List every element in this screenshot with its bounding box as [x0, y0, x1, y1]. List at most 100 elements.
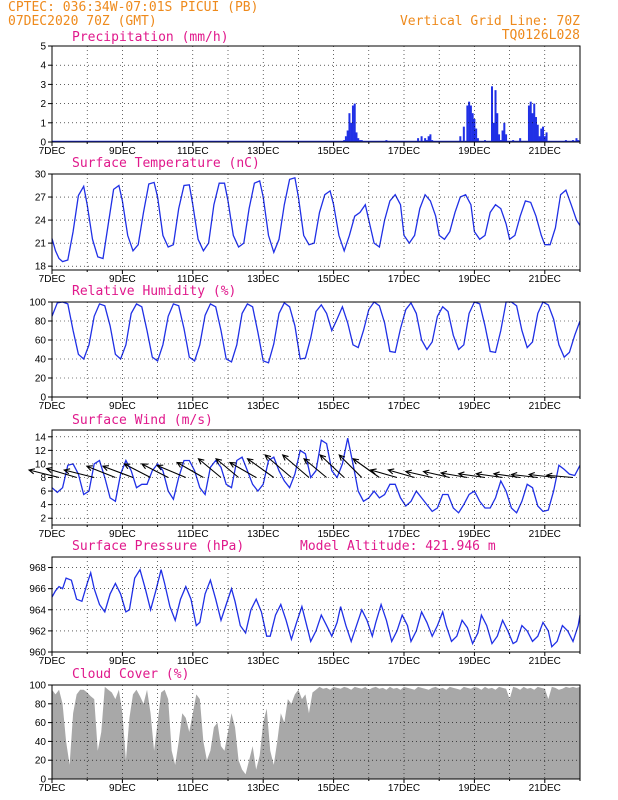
precip-bar — [357, 138, 360, 142]
precip-bar — [471, 113, 474, 142]
cloud-cover-area — [52, 686, 580, 779]
y-tick-label: 4 — [40, 61, 46, 72]
rh-series-line — [51, 301, 581, 364]
precip-bar — [420, 136, 423, 142]
precip-bar — [533, 103, 536, 142]
wind-arrow — [85, 465, 116, 479]
y-tick-label: 18 — [35, 262, 47, 273]
header-grid-note: Vertical Grid Line: 70Z — [400, 14, 580, 29]
x-tick-label: 13DEC — [247, 274, 279, 285]
wind-arrow — [281, 454, 310, 478]
y-tick-label: 100 — [29, 298, 46, 309]
y-tick-label: 968 — [29, 563, 46, 574]
precip-bar — [429, 134, 432, 142]
x-tick-label: 7DEC — [39, 783, 66, 794]
model-altitude-label: Model Altitude: 421.946 m — [300, 539, 496, 554]
cloud-cover-panel: Cloud Cover (%) 0 20 40 60 80 100 7DEC 9DEC 11DE… — [29, 667, 581, 794]
x-tick-label: 17DEC — [388, 529, 420, 540]
x-tick-label: 13DEC — [247, 146, 279, 157]
panel-frame — [51, 556, 581, 653]
x-tick-label: 11DEC — [177, 401, 209, 412]
precip-bar — [346, 130, 349, 142]
x-tick-label: 15DEC — [317, 146, 349, 157]
y-tick-label: 2 — [40, 99, 46, 110]
precip-bar — [519, 138, 522, 142]
x-tick-label: 9DEC — [109, 656, 136, 667]
precip-bar — [475, 128, 478, 142]
precipitation-title: Precipitation (mm/h) — [72, 30, 229, 45]
y-tick-label: 20 — [35, 756, 47, 767]
precip-bar — [424, 138, 427, 142]
x-tick-label: 15DEC — [317, 529, 349, 540]
y-tick-label: 4 — [40, 500, 46, 511]
x-tick-label: 19DEC — [458, 146, 490, 157]
x-tick-label: 21DEC — [529, 529, 561, 540]
y-tick-label: 80 — [35, 317, 47, 328]
precip-bar — [529, 101, 532, 142]
precip-bar — [427, 136, 430, 142]
x-tick-label: 11DEC — [177, 529, 209, 540]
wind-arrow — [303, 457, 327, 478]
precip-bar — [417, 138, 420, 142]
y-tick-label: 1 — [40, 118, 46, 129]
header-location: CPTEC: 036:34W-07:01S PICUI (PB) — [8, 0, 258, 15]
x-tick-label: 7DEC — [39, 274, 66, 285]
y-tick-label: 27 — [35, 193, 47, 204]
y-tick-label: 2 — [40, 514, 46, 525]
x-tick-label: 21DEC — [529, 656, 561, 667]
x-tick-label: 17DEC — [388, 656, 420, 667]
pressure-panel: Surface Pressure (hPa) Model Altitude: 4… — [29, 539, 581, 667]
x-tick-label: 15DEC — [317, 656, 349, 667]
x-tick-label: 19DEC — [458, 529, 490, 540]
precip-bar — [498, 134, 501, 142]
wind-arrow — [264, 454, 292, 478]
panel-frame — [51, 173, 581, 271]
y-tick-label: 964 — [29, 605, 46, 616]
y-tick-label: 60 — [35, 718, 47, 729]
wind-arrow — [387, 468, 415, 479]
x-tick-label: 15DEC — [317, 783, 349, 794]
y-tick-label: 5 — [40, 42, 46, 53]
precip-bar — [353, 103, 356, 142]
pres-series-line — [51, 568, 581, 648]
x-tick-label: 19DEC — [458, 401, 490, 412]
x-tick-label: 19DEC — [458, 656, 490, 667]
precip-bar — [462, 126, 465, 142]
precipitation-panel: Precipitation (mm/h) 0 1 2 3 4 5 7DEC 9DEC 11DEC… — [39, 30, 581, 157]
wind-arrow — [352, 458, 380, 478]
panel-frame — [51, 301, 581, 398]
precip-bar — [468, 101, 471, 142]
x-tick-label: 17DEC — [388, 274, 420, 285]
x-tick-label: 9DEC — [109, 529, 136, 540]
precip-bar — [494, 90, 497, 142]
precip-bar — [491, 86, 493, 142]
precip-bar — [492, 122, 495, 142]
x-tick-label: 17DEC — [388, 146, 420, 157]
wind-arrow — [27, 468, 60, 479]
x-tick-label: 9DEC — [109, 401, 136, 412]
y-tick-label: 12 — [35, 446, 47, 457]
precip-bar — [350, 122, 353, 142]
y-tick-label: 8 — [40, 473, 46, 484]
precip-bar — [501, 130, 504, 142]
precip-bar — [536, 124, 539, 142]
x-tick-label: 19DEC — [458, 783, 490, 794]
wind-arrow — [215, 457, 239, 478]
wind-arrow — [338, 454, 363, 478]
y-tick-label: 0 — [40, 393, 46, 404]
x-tick-label: 15DEC — [317, 274, 349, 285]
precip-bar — [535, 117, 537, 142]
temp-series-line — [51, 176, 581, 263]
precip-bar — [543, 136, 546, 142]
x-tick-label: 7DEC — [39, 146, 66, 157]
y-tick-label: 60 — [35, 336, 47, 347]
precip-bar — [545, 132, 548, 142]
wind-arrow — [156, 464, 186, 479]
x-tick-label: 9DEC — [109, 146, 136, 157]
wind-arrow — [197, 457, 222, 478]
x-tick-label: 21DEC — [529, 274, 561, 285]
y-tick-label: 0 — [40, 775, 46, 786]
y-tick-label: 40 — [35, 355, 47, 366]
precip-bar — [531, 113, 534, 142]
